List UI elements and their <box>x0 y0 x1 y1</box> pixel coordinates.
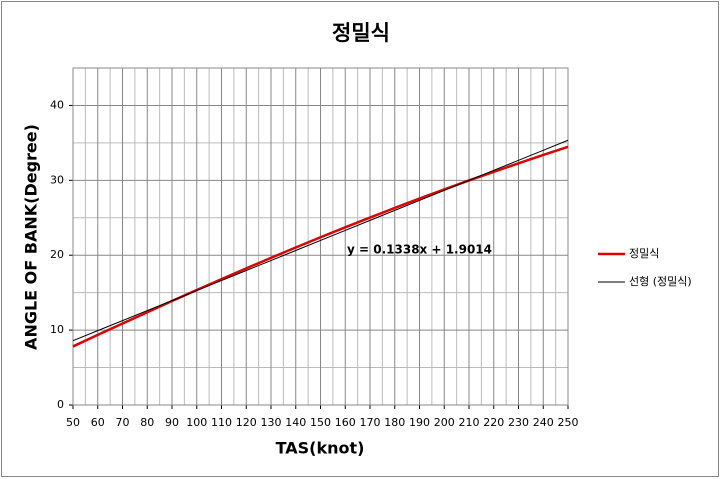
chart-title: 정밀식 <box>332 21 390 45</box>
x-tick-label: 190 <box>409 416 430 429</box>
x-tick-label: 210 <box>459 416 480 429</box>
x-tick-label: 130 <box>261 416 282 429</box>
plot-border <box>72 67 569 406</box>
x-tick-label: 120 <box>236 416 257 429</box>
y-tick-label: 20 <box>50 248 64 261</box>
x-tick-label: 170 <box>360 416 381 429</box>
x-tick-label: 70 <box>116 416 130 429</box>
x-tick-label: 100 <box>186 416 207 429</box>
y-tick-label: 0 <box>57 398 64 411</box>
y-tick-label: 40 <box>50 98 64 111</box>
x-tick-label: 230 <box>508 416 529 429</box>
x-axis-label: TAS(knot) <box>276 439 365 458</box>
legend-label: 정밀식 <box>629 247 659 260</box>
x-tick-label: 200 <box>434 416 455 429</box>
x-tick-label: 240 <box>533 416 554 429</box>
y-tick-label: 10 <box>50 323 64 336</box>
line-series <box>72 145 569 348</box>
x-tick-label: 60 <box>91 416 105 429</box>
annotation: y = 0.1338x + 1.9014 <box>347 243 492 257</box>
x-tick-label: 90 <box>165 416 179 429</box>
y-axis-label: ANGLE OF BANK(Degree) <box>22 124 41 350</box>
x-tick-label: 50 <box>66 416 80 429</box>
x-tick-label: 80 <box>140 416 154 429</box>
line-series <box>72 139 569 342</box>
x-tick-label: 110 <box>211 416 232 429</box>
x-tick-label: 250 <box>558 416 579 429</box>
x-tick-label: 160 <box>335 416 356 429</box>
legend-label: 선형 (정밀식) <box>629 275 692 288</box>
x-tick-label: 140 <box>285 416 306 429</box>
x-tick-label: 180 <box>384 416 405 429</box>
y-tick-label: 30 <box>50 173 64 186</box>
x-tick-label: 150 <box>310 416 331 429</box>
x-tick-label: 220 <box>483 416 504 429</box>
